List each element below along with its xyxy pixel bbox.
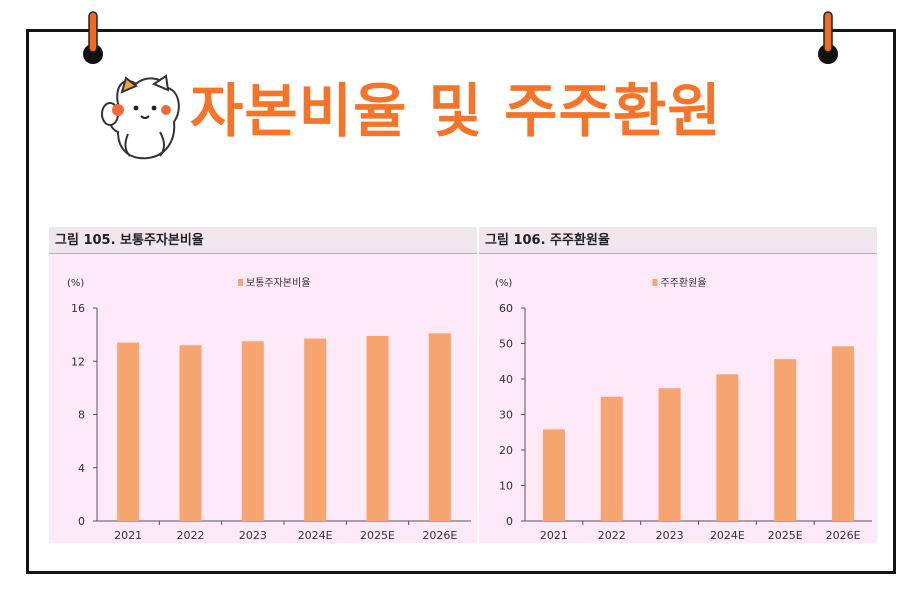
y-tick-label: 60 [499, 302, 513, 315]
y-tick-label: 30 [499, 409, 513, 422]
bar-2022 [600, 396, 623, 521]
y-tick-label: 0 [78, 515, 85, 528]
y-tick-label: 16 [71, 302, 85, 315]
x-tick-label: 2025E [360, 529, 395, 542]
shareholder-return-chart: (%) 주주환원율 0 10 20 30 40 50 60 2021 2022 2023 2024E 20… [495, 277, 872, 542]
figure-106: 그림 106. 주주환원율 (%) 주주환원율 0 10 20 30 40 50 60 2021 2… [479, 227, 877, 543]
legend-label: 보통주자본비율 [246, 277, 310, 289]
y-tick-label: 10 [499, 480, 513, 493]
bar-2022 [179, 345, 202, 521]
bar-2023 [241, 341, 264, 521]
y-tick-label: 50 [499, 338, 513, 351]
figure-105-title: 그림 105. 보통주자본비율 [49, 227, 477, 254]
legend-swatch [238, 279, 243, 286]
bar-2024e [716, 374, 739, 521]
bar-2023 [658, 388, 681, 521]
bar-2026e [832, 346, 855, 521]
unit-label: (%) [495, 278, 512, 289]
y-tick-label: 20 [499, 444, 513, 457]
x-tick-label: 2026E [826, 529, 861, 542]
pin-left-icon [83, 11, 103, 64]
y-tick-label: 4 [78, 462, 85, 475]
figure-105: 그림 105. 보통주자본비율 (%) 보통주자본비율 0 4 8 12 16 2021 202… [49, 227, 477, 543]
figure-106-title: 그림 106. 주주환원율 [479, 227, 877, 254]
cat-mascot-icon [101, 74, 180, 160]
pin-right-icon [818, 11, 838, 64]
x-tick-label: 2021 [540, 529, 568, 542]
figure-106-plot: (%) 주주환원율 0 10 20 30 40 50 60 2021 2022 2023 2024E 20… [479, 254, 877, 543]
y-tick-label: 8 [78, 409, 85, 422]
x-tick-label: 2024E [710, 529, 745, 542]
bar-2025e [366, 335, 389, 521]
x-tick-label: 2022 [177, 529, 205, 542]
x-tick-label: 2023 [239, 529, 267, 542]
bar-2025e [774, 359, 797, 521]
figure-105-plot: (%) 보통주자본비율 0 4 8 12 16 2021 2022 2023 2024E 2025E 2… [49, 254, 477, 543]
x-tick-label: 2024E [298, 529, 333, 542]
capital-ratio-chart: (%) 보통주자본비율 0 4 8 12 16 2021 2022 2023 2024E 2025E 2… [67, 277, 471, 542]
x-tick-label: 2022 [598, 529, 626, 542]
bar-2026e [428, 333, 451, 521]
page-title: 자본비율 및 주주환원 [190, 77, 722, 145]
bar-2021 [542, 429, 565, 521]
legend-swatch [652, 279, 658, 286]
y-tick-label: 0 [506, 515, 513, 528]
y-tick-label: 40 [499, 373, 513, 386]
x-tick-label: 2026E [422, 529, 457, 542]
y-tick-label: 12 [71, 355, 85, 368]
bar-2021 [117, 342, 140, 521]
bar-2024e [304, 338, 327, 521]
legend-label: 주주환원율 [661, 277, 707, 289]
x-tick-label: 2021 [114, 529, 142, 542]
unit-label: (%) [67, 278, 84, 289]
x-tick-label: 2023 [656, 529, 684, 542]
x-tick-label: 2025E [768, 529, 803, 542]
